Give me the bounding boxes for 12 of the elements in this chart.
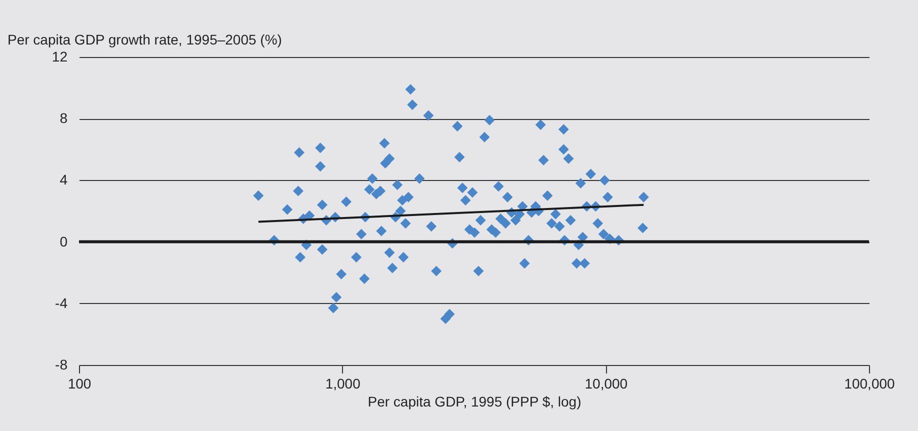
x-tick-label: 100 (68, 376, 92, 392)
y-tick-label: 12 (52, 48, 68, 64)
y-tick-label: 0 (60, 233, 68, 250)
y-tick-label: 4 (60, 172, 68, 188)
x-tick-label: 100,000 (844, 376, 896, 392)
y-tick-label: 8 (60, 110, 68, 126)
x-axis-title: Per capita GDP, 1995 (PPP $, log) (368, 394, 582, 410)
x-tick-label: 1,000 (325, 376, 361, 392)
y-tick-label: -8 (55, 356, 68, 372)
y-axis-title: Per capita GDP growth rate, 1995–2005 (%) (8, 32, 282, 48)
y-tick-label: -4 (55, 294, 68, 311)
x-tick-label: 10,000 (584, 376, 628, 392)
